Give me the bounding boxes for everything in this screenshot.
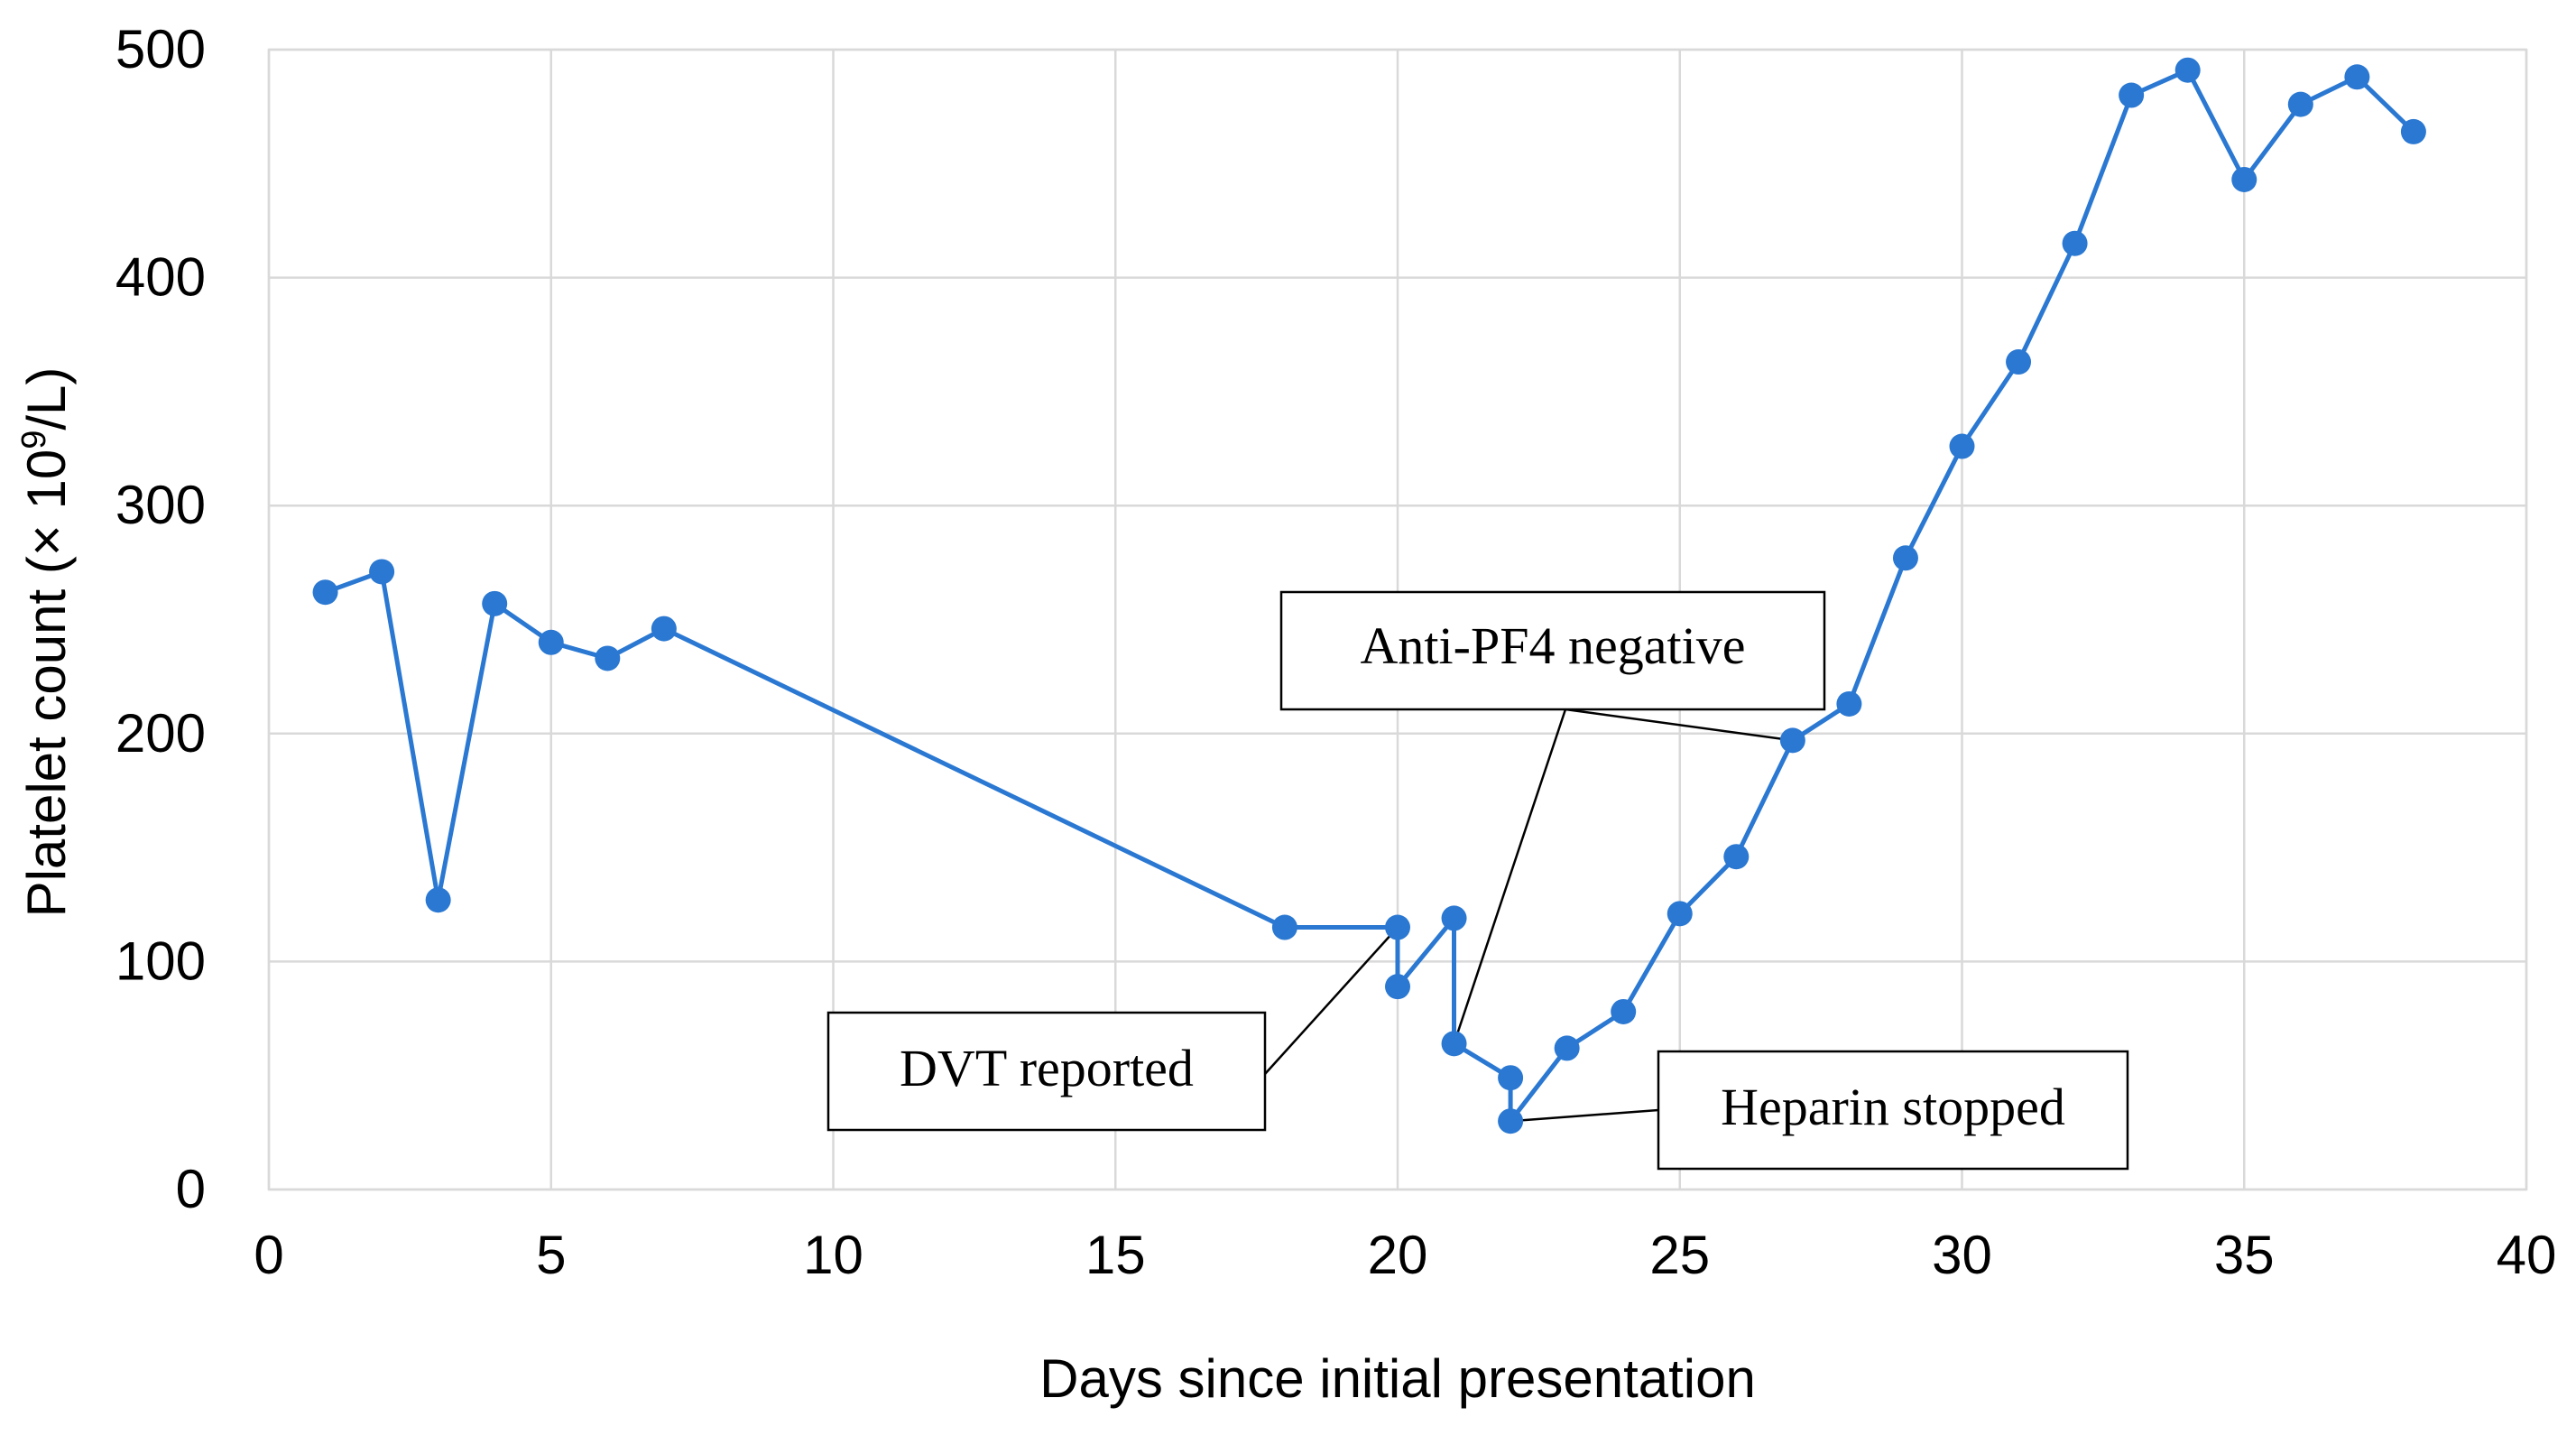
data-point <box>1611 998 1637 1024</box>
x-tick-label: 15 <box>1085 1225 1146 1285</box>
annotation-label: Anti-PF4 negative <box>1361 616 1746 675</box>
data-point <box>651 616 677 642</box>
annotation-leader-line <box>1264 926 1399 1075</box>
y-axis-title: Platelet count (× 109/L) <box>15 367 77 918</box>
x-tick-label: 20 <box>1368 1225 1428 1285</box>
data-point <box>425 887 451 913</box>
data-point <box>595 645 621 671</box>
data-point <box>1723 844 1750 870</box>
data-point <box>1441 905 1467 931</box>
data-point <box>1498 1065 1524 1091</box>
data-series <box>312 57 2426 1134</box>
y-axis-tick-labels: 0 100 200 300 400 500 <box>115 19 206 1219</box>
annotation-leader-lines <box>1264 708 1794 1123</box>
data-point <box>1779 727 1805 754</box>
data-point <box>1385 974 1410 1000</box>
x-tick-label: 5 <box>536 1225 566 1285</box>
annotation-box <box>1279 590 1826 711</box>
data-point <box>1271 914 1297 940</box>
y-tick-label: 300 <box>115 475 206 535</box>
y-tick-label: 500 <box>115 19 206 79</box>
x-tick-label: 25 <box>1649 1225 1710 1285</box>
annotations: Anti-PF4 negative DVT reported Heparin sto… <box>826 590 2129 1171</box>
data-point <box>482 590 508 616</box>
data-point <box>312 579 338 606</box>
annotation-leader-line <box>1565 708 1794 742</box>
data-point <box>2006 349 2032 375</box>
annotation-box <box>826 1011 1267 1132</box>
y-tick-label: 400 <box>115 247 206 308</box>
data-point <box>538 629 564 655</box>
annotation-leader-line <box>1453 708 1567 1044</box>
data-point <box>1554 1035 1580 1061</box>
annotation-label: Heparin stopped <box>1721 1078 2065 1136</box>
annotation-label: DVT reported <box>900 1039 1194 1097</box>
data-point <box>1498 1108 1524 1134</box>
x-tick-label: 40 <box>2497 1225 2557 1285</box>
data-point <box>369 559 395 585</box>
data-point <box>1441 1031 1467 1057</box>
data-point <box>1836 690 1862 717</box>
y-tick-label: 200 <box>115 703 206 764</box>
y-tick-label: 100 <box>115 930 206 991</box>
y-axis-title-suffix: /L) <box>16 367 77 430</box>
data-point <box>1949 433 1975 459</box>
data-point <box>2062 230 2088 256</box>
x-tick-label: 10 <box>803 1225 863 1285</box>
data-point <box>1892 545 1918 571</box>
data-point <box>2344 64 2370 90</box>
x-tick-label: 0 <box>254 1225 283 1285</box>
y-axis-title-prefix: Platelet count (× 10 <box>16 449 77 918</box>
data-point <box>2231 166 2257 192</box>
data-point <box>1385 914 1410 940</box>
y-tick-label: 0 <box>176 1159 206 1219</box>
data-point <box>2287 91 2313 117</box>
y-axis-title-superscript: 9 <box>15 430 53 449</box>
data-point <box>2119 82 2145 108</box>
x-axis-tick-labels: 0 5 10 15 20 25 30 35 40 <box>254 1225 2556 1285</box>
data-point <box>2174 57 2201 83</box>
plot-area-border <box>267 48 2528 1191</box>
annotation-leader-line <box>1510 1108 1659 1123</box>
x-tick-label: 30 <box>1932 1225 1992 1285</box>
x-tick-label: 35 <box>2214 1225 2275 1285</box>
annotation-box <box>1657 1050 2129 1171</box>
data-point <box>1667 901 1693 927</box>
x-axis-title: Days since initial presentation <box>1039 1348 1756 1409</box>
data-point <box>2400 118 2426 144</box>
